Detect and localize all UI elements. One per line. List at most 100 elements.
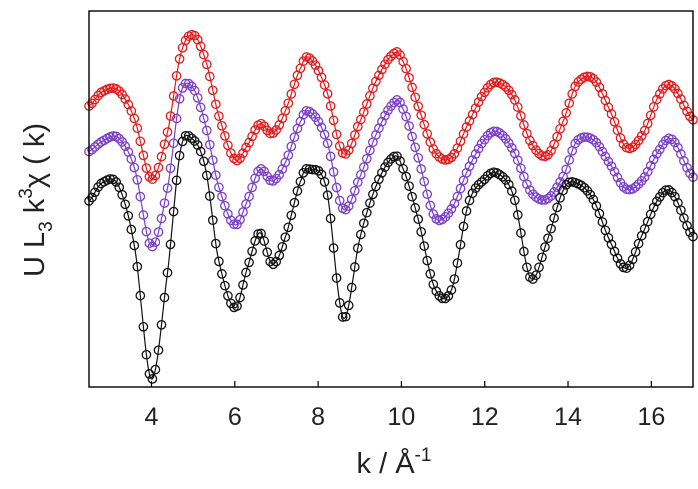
series-2-point [642,166,653,177]
series-2-point [597,146,608,157]
series-2-point [639,172,650,182]
series-2-point [425,200,436,211]
series-3-point [422,255,433,266]
series-3-point [452,258,463,268]
series-2-point [132,174,143,185]
series-2-point [174,93,185,104]
series-1-point [289,79,300,90]
series-3-point [458,221,469,232]
series-1-point [645,110,656,121]
series-3-point [624,260,635,271]
series-1-point [506,89,517,100]
series-3-point [416,226,427,237]
series-3-point [201,170,212,181]
series-2-point [238,207,248,217]
series-2-point [183,78,194,89]
series-2-point [129,162,140,173]
series-3-point [280,232,291,243]
series-3-point [156,319,167,330]
series-1-point [114,86,125,96]
series-1-point [331,129,342,140]
series-1-point [546,145,556,156]
series-3-point [473,179,484,190]
series-2-point [452,191,463,202]
series-3-point [425,269,436,279]
series-2-point [153,227,164,237]
series-1-point [328,115,339,126]
series-2-point [349,185,360,196]
series-3-point [337,312,348,322]
series-1-point [392,47,402,57]
series-3-point [147,374,158,384]
series-3-point [552,202,562,213]
series-1-point [679,100,689,111]
series-3-point [663,185,674,195]
series-3-point [238,280,248,290]
series-3-point [352,243,363,253]
series-1-point [377,64,387,75]
series-3-point [192,140,203,150]
series-2-point [90,142,100,152]
series-1-point [407,82,417,93]
series-3-point [522,262,532,273]
series-3-point [355,229,366,240]
series-1-point [286,89,297,99]
series-3-point [434,290,445,301]
series-2-point [682,162,692,173]
series-2-point [389,97,399,108]
series-1-point [226,148,236,158]
series-1-point [346,138,357,149]
series-2-point [503,138,514,148]
series-3-point [558,185,568,196]
series-3-point [506,186,517,196]
series-2-point [207,155,218,166]
series-3-point [268,259,279,270]
series-1-point [271,125,282,135]
series-3-point [325,213,336,224]
series-3-point [180,130,191,141]
series-1-point [434,152,445,162]
series-2-point [555,177,565,187]
series-1-point [485,79,496,90]
series-2-point [428,209,439,219]
series-2-point [522,179,532,190]
series-1-point [361,99,372,109]
series-2-point [407,131,417,142]
series-2-point [138,210,149,220]
series-1-point [473,97,484,107]
series-1-point [135,136,146,147]
series-1-point [416,110,427,121]
series-2-point [201,125,212,136]
series-2-point [328,167,339,177]
x-tick-label: 16 [637,403,665,431]
series-3-point [195,146,206,157]
series-2-point [111,131,122,142]
series-3-point [585,189,596,200]
series-3-point [648,202,659,213]
series-3-point [497,171,508,182]
series-1-point [470,103,481,114]
series-2-point [346,194,357,205]
series-1-point [464,116,475,126]
series-3-point [534,262,544,273]
series-2-point [256,164,266,174]
series-3-point [612,253,623,264]
series-3-point [461,206,472,216]
series-3-point [220,280,230,291]
series-3-point [657,187,668,198]
series-3-point [283,222,294,233]
series-1-point [220,131,230,141]
series-1-point [594,82,605,93]
series-3-point [516,228,526,238]
series-3 [84,130,698,384]
series-3-point [289,197,300,208]
series-2-point [660,135,671,146]
series-1-point [461,122,472,132]
series-2-point [322,138,333,149]
series-2-point [627,184,638,194]
series-2-point [289,132,300,143]
series-2-point [579,132,590,142]
series-2-point [464,161,475,172]
series-3-point [343,300,354,311]
series-3-point [455,239,466,250]
